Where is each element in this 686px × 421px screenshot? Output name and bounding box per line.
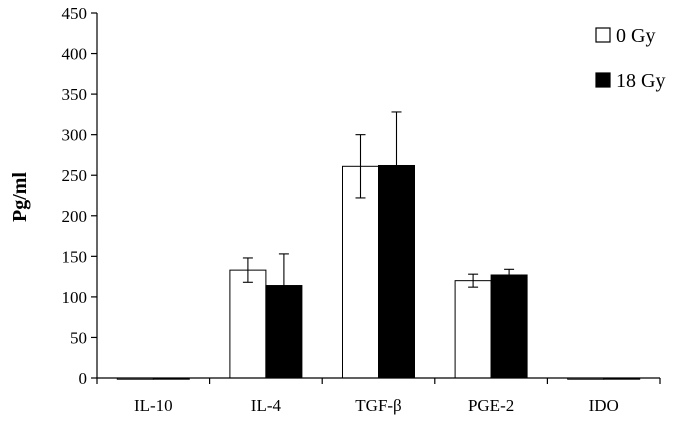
x-tick-label: IL-10 [134,396,173,415]
y-tick-label: 200 [62,207,88,226]
y-axis-title: Pg/ml [9,172,31,222]
y-tick-label: 100 [62,288,88,307]
error-bar [468,273,479,288]
y-tick-label: 300 [62,126,88,145]
x-tick-label: IDO [589,396,619,415]
bar-series-1 [454,280,492,379]
bar-series-1 [342,165,379,379]
legend-label: 18 Gy [616,70,665,92]
error-bar [242,257,253,283]
y-tick-label: 250 [62,166,88,185]
y-tick-label: 450 [62,4,88,23]
bars [116,111,641,380]
x-tick-label: PGE-2 [468,396,514,415]
x-tick-label: TGF-β [355,396,401,415]
legend-label: 0 Gy [616,25,655,47]
y-tick-label: 0 [79,369,88,388]
bar-series-1 [229,269,267,379]
legend-swatch [595,72,611,88]
error-bar [355,134,366,199]
y-tick-label: 400 [62,45,88,64]
x-axis: IL-10 IL-4 TGF-β PGE-2 IDO [96,377,661,415]
legend-swatch [595,27,611,43]
error-bar [391,111,402,220]
y-tick-label: 150 [62,247,88,266]
y-axis: 0 50 100 150 200 250 300 350 400 450 [62,4,98,388]
y-tick-label: 50 [70,328,87,347]
error-bar [278,253,289,318]
x-tick-label: IL-4 [251,396,282,415]
legend: 0 Gy 18 Gy [595,25,665,92]
error-bar [504,268,515,282]
y-tick-label: 350 [62,85,88,104]
bar-series-2 [490,274,528,379]
